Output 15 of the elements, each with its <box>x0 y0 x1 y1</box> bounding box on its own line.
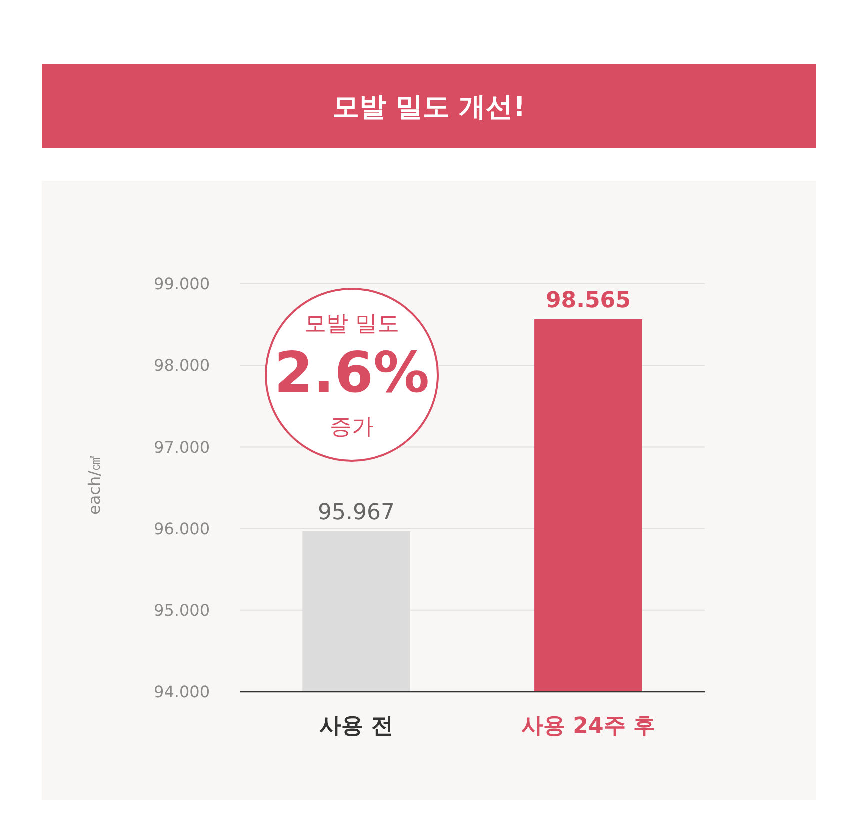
x-tick-label: 사용 전 <box>320 714 394 739</box>
x-tick-label: 사용 24주 후 <box>521 714 656 739</box>
annotation: 증가 <box>330 415 374 440</box>
chart-title: 모발 밀도 개선! <box>332 92 526 123</box>
y-tick-label: 94.000 <box>154 682 210 702</box>
y-tick-label: 95.000 <box>154 601 210 620</box>
y-tick-label: 99.000 <box>154 274 210 294</box>
data-label: 95.967 <box>318 500 396 526</box>
y-tick-label: 98.000 <box>154 356 210 376</box>
y-tick-label: 97.000 <box>154 438 210 457</box>
annotation: 모발 밀도 <box>304 312 400 337</box>
y-axis-title: each/㎠ <box>85 455 104 515</box>
y-tick-label: 96.000 <box>154 519 210 538</box>
annotation: 2.6% <box>274 341 430 406</box>
data-label: 98.565 <box>546 288 631 314</box>
